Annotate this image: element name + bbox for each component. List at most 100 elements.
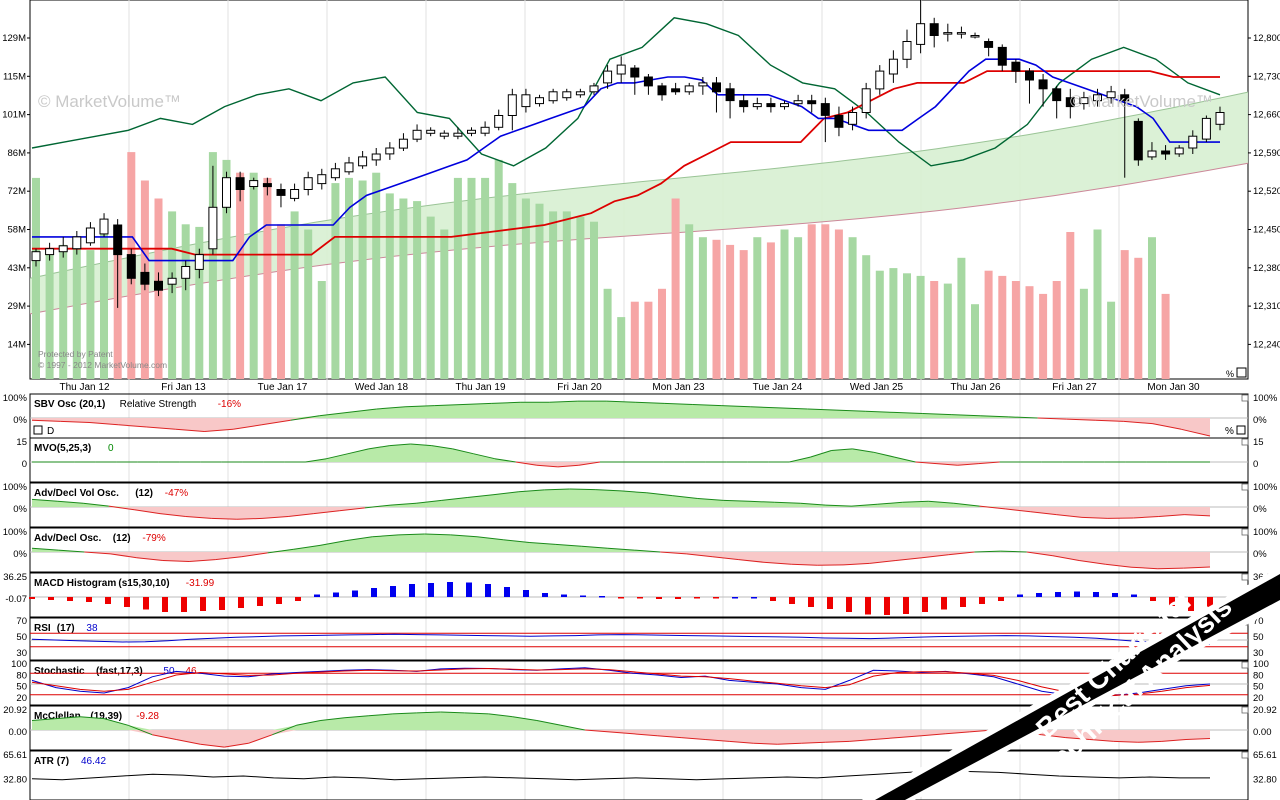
- volume-bar: [399, 198, 408, 379]
- oscillator-segment: [957, 463, 979, 466]
- macd-bar: [865, 597, 871, 615]
- macd-bar: [1169, 597, 1175, 606]
- candle: [467, 127, 476, 137]
- indicator-tick-right: 50: [1253, 632, 1264, 643]
- macd-bar: [314, 594, 320, 597]
- positive-area: [32, 401, 1210, 418]
- indicator-tick-left: 70: [16, 616, 27, 627]
- macd-bar: [960, 597, 966, 607]
- oscillator-segment: [922, 413, 952, 416]
- candle-body: [1147, 150, 1157, 158]
- candle-body: [902, 41, 912, 60]
- oscillator-segment: [31, 498, 58, 502]
- red-series-line: [32, 70, 1220, 256]
- volume-bar: [1011, 281, 1020, 379]
- candle-body: [535, 97, 544, 105]
- candle: [371, 148, 381, 166]
- candle: [902, 29, 912, 69]
- indicator-tick-right: 80: [1253, 670, 1264, 681]
- indicator-tick-right: 100%: [1253, 393, 1278, 404]
- candle-body: [739, 100, 749, 108]
- volume-bar: [32, 177, 40, 379]
- volume-tick-label: 115M: [3, 71, 26, 82]
- macd-bar: [276, 597, 282, 604]
- candle-body: [72, 236, 82, 250]
- candle-body: [603, 70, 613, 84]
- candle-body: [1215, 112, 1225, 125]
- candle-body: [126, 254, 136, 279]
- candle: [1161, 145, 1171, 160]
- candle-body: [426, 129, 436, 134]
- oscillator-segment: [980, 415, 1009, 418]
- oscillator-segment: [189, 559, 216, 562]
- volume-bar: [848, 237, 857, 379]
- candle: [194, 248, 204, 279]
- oscillator-segment: [162, 560, 190, 562]
- macd-bar: [352, 590, 358, 597]
- volume-tick-label: 101M: [2, 110, 26, 121]
- candle: [820, 97, 830, 143]
- candle: [480, 121, 490, 137]
- candle-body: [167, 277, 177, 285]
- indicator-tick-right: 0: [1253, 459, 1258, 470]
- sbv-pct-checkbox[interactable]: [1236, 425, 1246, 435]
- positive-area: [32, 712, 1210, 730]
- oscillator-segment: [877, 501, 903, 505]
- volume-bar: [658, 288, 666, 379]
- indicator-params: (12): [113, 533, 131, 544]
- candle-body: [807, 100, 817, 105]
- macd-bar: [675, 597, 681, 599]
- oscillator-segment: [738, 559, 766, 563]
- indicator-value: -79%: [142, 533, 165, 544]
- volume-bar: [726, 244, 735, 379]
- indicator-params: (17): [57, 623, 75, 634]
- candle: [167, 272, 177, 294]
- indicator-tick-right: 32.80: [1253, 775, 1277, 786]
- price-tick-label: 12,380: [1253, 263, 1280, 274]
- candle: [303, 171, 313, 196]
- indicator-panel: SBV Osc (20,1) Relative Strength -16% 100% 10…: [3, 393, 1278, 439]
- candle: [181, 260, 191, 291]
- oscillator-segment: [555, 543, 582, 547]
- oscillator-segment: [705, 739, 730, 742]
- indicator-params: (19,39): [90, 711, 122, 722]
- indicator-name: Adv/Decl Vol Osc.: [34, 488, 119, 499]
- volume-bar: [249, 172, 258, 379]
- oscillator-segment: [1079, 560, 1106, 565]
- candle-body: [956, 32, 966, 35]
- indicator-tick-right: 0.00: [1253, 727, 1272, 738]
- oscillator-segment: [440, 711, 465, 714]
- oscillator-segment: [789, 456, 811, 463]
- candle-body: [1038, 79, 1048, 90]
- oscillator-segment: [146, 426, 176, 430]
- macd-bar: [789, 597, 795, 604]
- volume-bar: [698, 237, 707, 379]
- oscillator-segment: [902, 500, 929, 503]
- corner-toggle[interactable]: [1236, 367, 1247, 378]
- macd-bar: [884, 597, 890, 615]
- oscillator-segment: [893, 411, 923, 414]
- candle-body: [1065, 97, 1075, 108]
- volume-bar: [875, 270, 884, 379]
- candle: [684, 82, 694, 95]
- candle: [698, 77, 708, 95]
- oscillator-segment: [441, 497, 468, 501]
- oscillator-segment: [681, 737, 706, 740]
- oscillator-segment: [664, 402, 693, 405]
- positive-area: [32, 534, 1210, 552]
- oscillator-segment: [185, 516, 212, 519]
- candle: [1106, 85, 1116, 104]
- indicator-name: MACD Histogram: [34, 578, 116, 589]
- panel-close-box: [1241, 394, 1249, 402]
- volume-bar: [113, 239, 122, 379]
- oscillator-segment: [215, 556, 242, 561]
- macd-bar: [561, 594, 567, 597]
- indicator-name: Adv/Decl Osc.: [34, 533, 101, 544]
- oscillator-segment: [1081, 516, 1108, 519]
- sbv-d-checkbox[interactable]: [33, 425, 43, 435]
- oscillator-segment: [492, 491, 519, 496]
- volume-bar: [426, 216, 435, 379]
- oscillator-segment: [549, 400, 578, 403]
- oscillator-segment: [712, 556, 739, 561]
